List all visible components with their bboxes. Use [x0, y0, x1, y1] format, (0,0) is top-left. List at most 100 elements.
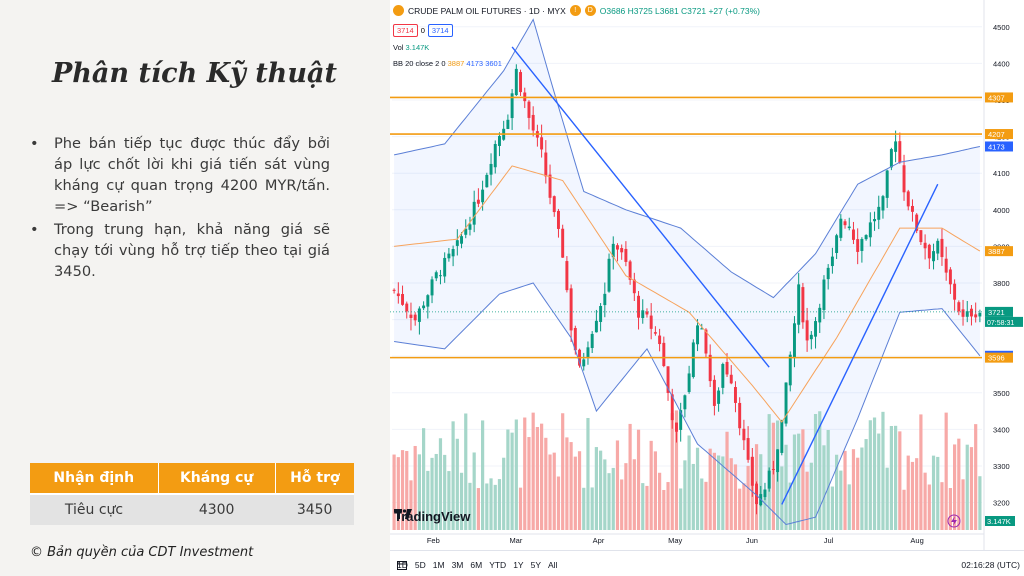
volume-bar: [413, 445, 417, 530]
volume-bar: [590, 487, 594, 530]
buy-button[interactable]: 3714: [427, 24, 453, 37]
chart-panel[interactable]: 3200330034003500360037003800390040004100…: [390, 0, 1024, 576]
candle-body: [944, 258, 948, 273]
candle-body: [401, 294, 405, 305]
alert-icon[interactable]: !: [569, 5, 581, 16]
timeframe-1d[interactable]: 1D: [397, 560, 408, 570]
volume-bar: [940, 482, 944, 530]
candle-body: [586, 347, 590, 358]
candle-body: [637, 295, 641, 318]
candle-body: [426, 295, 430, 307]
timeframe-3m[interactable]: 3M: [451, 560, 464, 570]
candle-body: [573, 327, 577, 351]
cell-assessment: Tiêu cực: [30, 493, 159, 525]
timeframe-buttons: 1D 5D 1M 3M 6M YTD 1Y 5Y All: [397, 560, 557, 570]
volume-bar: [535, 427, 539, 530]
candle-body: [889, 149, 893, 168]
volume-bar: [847, 484, 851, 530]
candle-body: [818, 307, 822, 323]
candle-body: [679, 410, 683, 430]
volume-tag-bg: [985, 516, 1015, 526]
candle-body: [556, 210, 560, 229]
price-chart[interactable]: 3200330034003500360037003800390040004100…: [390, 0, 1024, 550]
volume-bar: [405, 451, 409, 530]
axis-tag-bg: [985, 129, 1013, 140]
volume-bar: [902, 489, 906, 530]
candle-body: [877, 206, 881, 220]
candle-body: [742, 428, 746, 441]
volume-bar: [763, 489, 767, 530]
volume-bar: [915, 458, 919, 530]
volume-bar: [540, 423, 544, 530]
volume-bar: [455, 438, 459, 530]
timeframe-5d[interactable]: 5D: [414, 560, 426, 570]
delay-icon[interactable]: D: [584, 5, 596, 16]
candle-body: [830, 256, 834, 267]
axis-tag-bg: [985, 352, 1013, 363]
volume-bar: [725, 431, 729, 530]
candle-body: [493, 143, 497, 168]
volume-bar: [556, 476, 561, 530]
timeframe-all[interactable]: All: [548, 560, 558, 570]
volume-bar: [712, 452, 716, 530]
axis-tag-label: 3721: [988, 308, 1005, 317]
x-tick-label: Mar: [509, 536, 522, 545]
timeframe-1m[interactable]: 1M: [432, 560, 445, 570]
volume-bar: [881, 411, 885, 530]
candle-body: [409, 314, 413, 318]
candle-body: [725, 361, 729, 375]
candle-body: [776, 449, 780, 473]
candle-body: [856, 239, 860, 252]
candle-body: [510, 93, 514, 119]
y-tick-label: 4500: [993, 23, 1010, 32]
bb-legend[interactable]: BB 20 close 2 0 3887 4173 3601: [393, 59, 502, 68]
volume-bar: [961, 479, 965, 530]
bullet-item: Trong trung hạn, khả năng giá sẽ chạy tớ…: [30, 219, 330, 282]
volume-bar: [603, 459, 607, 530]
timeframe-5y[interactable]: 5Y: [530, 560, 541, 570]
volume-bar: [565, 437, 569, 530]
candle-body: [531, 114, 535, 131]
tradingview-logo[interactable]: TradingView: [394, 509, 470, 524]
volume-bar: [851, 449, 856, 530]
volume-bar: [599, 450, 603, 530]
volume-bar: [822, 445, 826, 530]
volume-bar: [860, 447, 864, 530]
candle-body: [683, 395, 687, 410]
page-title: Phân tích Kỹ thuật: [52, 58, 337, 89]
volume-bar: [552, 452, 556, 530]
candle-body: [873, 219, 877, 222]
timeframe-ytd[interactable]: YTD: [489, 560, 507, 570]
utc-clock[interactable]: 02:16:28 (UTC): [961, 560, 1020, 570]
date-range-icon[interactable]: [397, 560, 407, 570]
sell-button[interactable]: 3714: [393, 24, 418, 37]
volume-bar: [476, 488, 480, 530]
bb-upper-line: [393, 18, 981, 299]
volume-bar: [518, 487, 523, 530]
volume-bar: [771, 422, 775, 530]
volume-legend[interactable]: Vol 3.147K: [393, 43, 429, 52]
y-tick-label: 4400: [993, 59, 1010, 68]
candle-body: [476, 199, 480, 204]
candle-body: [881, 196, 885, 211]
candle-body: [847, 226, 851, 229]
volume-bar: [691, 463, 695, 530]
volume-bar: [931, 455, 936, 530]
candle-body: [704, 329, 708, 354]
volume-bar: [451, 421, 455, 530]
volume-bar: [830, 486, 834, 530]
candle-body: [527, 101, 531, 118]
bb-upper-value: 4173: [466, 59, 484, 68]
header-resistance: Kháng cự: [158, 463, 276, 494]
volume-bar: [670, 413, 674, 530]
candle-body: [729, 374, 733, 384]
timeframe-1y[interactable]: 1Y: [513, 560, 524, 570]
candle-body: [767, 470, 771, 489]
table-header-row: Nhận định Kháng cự Hỗ trợ: [30, 463, 354, 494]
timeframe-6m[interactable]: 6M: [470, 560, 483, 570]
volume-bar: [662, 489, 666, 530]
candle-body: [936, 240, 940, 254]
y-tick-label: 3400: [993, 425, 1010, 434]
candle-body: [961, 309, 965, 317]
symbol-title[interactable]: CRUDE PALM OIL FUTURES · 1D · MYX: [408, 5, 566, 16]
